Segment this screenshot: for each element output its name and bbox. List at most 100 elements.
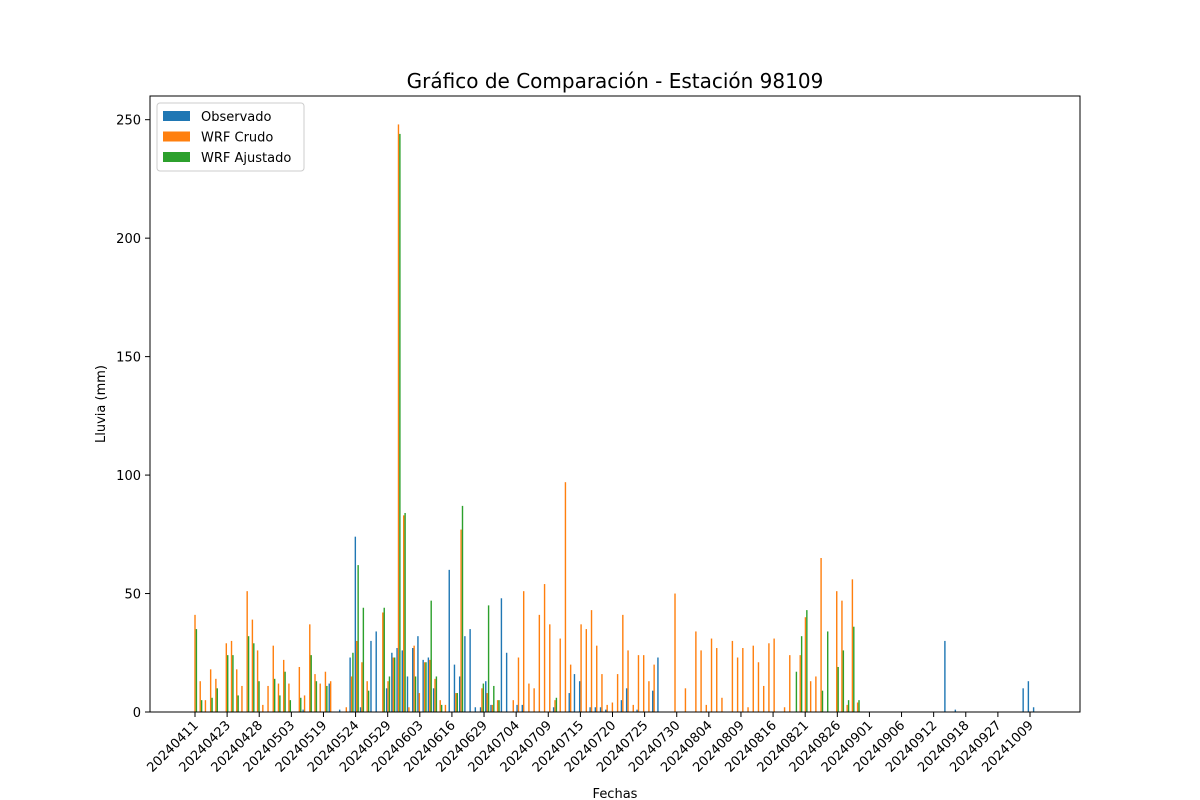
bar-wrf-crudo xyxy=(413,645,415,712)
x-axis-label: Fechas xyxy=(593,787,638,800)
bar-observado xyxy=(944,640,946,712)
plot-area xyxy=(194,124,1035,713)
legend-label: WRF Crudo xyxy=(201,131,273,146)
bar-wrf-crudo xyxy=(736,657,739,712)
bar-observado xyxy=(552,707,555,712)
bar-observado xyxy=(500,598,503,712)
y-tick-label: 200 xyxy=(116,232,141,247)
bar-wrf-ajustado xyxy=(300,697,302,712)
bar-wrf-crudo xyxy=(486,693,488,712)
bar-wrf-crudo xyxy=(392,657,394,712)
bar-wrf-crudo xyxy=(705,704,708,712)
legend-swatch xyxy=(163,131,190,142)
bar-wrf-crudo xyxy=(538,614,541,712)
bar-wrf-ajustado xyxy=(284,671,286,712)
bar-wrf-crudo xyxy=(194,614,196,712)
bar-wrf-crudo xyxy=(225,643,228,712)
bar-wrf-ajustado xyxy=(498,700,500,712)
bar-wrf-crudo xyxy=(533,688,535,712)
bar-wrf-crudo xyxy=(481,688,483,712)
bar-wrf-ajustado xyxy=(430,600,432,712)
bar-wrf-crudo xyxy=(303,695,306,712)
bar-wrf-crudo xyxy=(601,674,603,712)
bar-observado xyxy=(1027,681,1030,712)
legend-swatch xyxy=(163,152,190,162)
bar-wrf-crudo xyxy=(423,662,426,712)
bar-wrf-crudo xyxy=(356,640,358,712)
bar-wrf-crudo xyxy=(653,664,655,712)
bar-wrf-ajustado xyxy=(393,657,396,712)
bar-observado xyxy=(652,690,654,712)
bar-wrf-crudo xyxy=(329,681,332,712)
bar-observado xyxy=(490,704,492,712)
bar-observado xyxy=(422,659,424,712)
bar-wrf-ajustado xyxy=(555,697,558,712)
bar-observado xyxy=(954,709,957,712)
bar-wrf-crudo xyxy=(522,591,525,712)
bar-wrf-crudo xyxy=(716,648,718,712)
plot-frame xyxy=(149,95,1081,713)
bar-wrf-ajustado xyxy=(279,695,281,712)
bar-wrf-crudo xyxy=(836,591,838,712)
bar-wrf-crudo xyxy=(199,681,201,712)
bar-observado xyxy=(427,657,430,712)
bar-wrf-ajustado xyxy=(404,512,406,712)
bar-wrf-crudo xyxy=(439,700,441,712)
bar-wrf-crudo xyxy=(622,614,624,712)
bar-observado xyxy=(589,707,591,712)
bar-wrf-crudo xyxy=(632,704,634,712)
legend-label: WRF Ajustado xyxy=(201,151,291,166)
bar-wrf-ajustado xyxy=(853,626,855,712)
bar-wrf-ajustado xyxy=(237,695,239,712)
bar-wrf-crudo xyxy=(585,629,588,712)
bar-wrf-ajustado xyxy=(827,631,829,712)
bar-wrf-crudo xyxy=(700,650,702,712)
bar-wrf-crudo xyxy=(262,704,264,712)
bar-wrf-ajustado xyxy=(247,636,250,712)
bar-wrf-ajustado xyxy=(253,643,255,712)
bar-wrf-ajustado xyxy=(211,697,213,712)
bar-observado xyxy=(599,707,602,712)
bar-wrf-ajustado xyxy=(273,678,276,712)
bar-wrf-crudo xyxy=(429,659,431,712)
bar-wrf-crudo xyxy=(314,674,316,712)
bar-wrf-ajustado xyxy=(800,636,803,712)
bar-observado xyxy=(1032,707,1035,712)
bar-wrf-crudo xyxy=(815,676,817,712)
bar-wrf-ajustado xyxy=(200,700,203,712)
y-tick-label: 50 xyxy=(124,588,141,603)
chart-title: Gráfico de Comparación - Estación 98109 xyxy=(407,69,824,93)
bar-observado xyxy=(417,636,419,712)
bar-wrf-crudo xyxy=(648,681,650,712)
bar-observado xyxy=(349,657,351,712)
bar-wrf-crudo xyxy=(434,678,436,712)
bar-observado xyxy=(568,693,570,712)
bar-wrf-crudo xyxy=(768,643,770,712)
bar-wrf-ajustado xyxy=(461,505,464,712)
bar-wrf-crudo xyxy=(267,685,269,712)
bar-observado xyxy=(485,681,487,712)
bar-wrf-ajustado xyxy=(383,607,385,712)
bar-wrf-crudo xyxy=(256,650,259,712)
bar-wrf-crudo xyxy=(361,662,363,712)
bar-wrf-crudo xyxy=(809,681,812,712)
bar-wrf-ajustado xyxy=(858,700,860,712)
bar-wrf-crudo xyxy=(637,655,640,712)
bar-wrf-crudo xyxy=(455,693,457,712)
bar-observado xyxy=(516,704,518,712)
bar-wrf-ajustado xyxy=(399,133,401,712)
bar-observado xyxy=(578,681,581,712)
bar-wrf-crudo xyxy=(277,683,280,712)
bar-wrf-crudo xyxy=(695,631,697,712)
bar-wrf-crudo xyxy=(345,707,348,712)
bar-wrf-crudo xyxy=(418,693,421,712)
bar-wrf-crudo xyxy=(319,683,321,712)
bar-observado xyxy=(406,676,409,712)
bar-observado xyxy=(573,674,576,712)
bar-wrf-ajustado xyxy=(315,681,318,712)
bar-wrf-crudo xyxy=(762,685,765,712)
bar-wrf-ajustado xyxy=(456,693,458,712)
bar-wrf-crudo xyxy=(596,645,598,712)
bar-wrf-crudo xyxy=(804,617,807,712)
